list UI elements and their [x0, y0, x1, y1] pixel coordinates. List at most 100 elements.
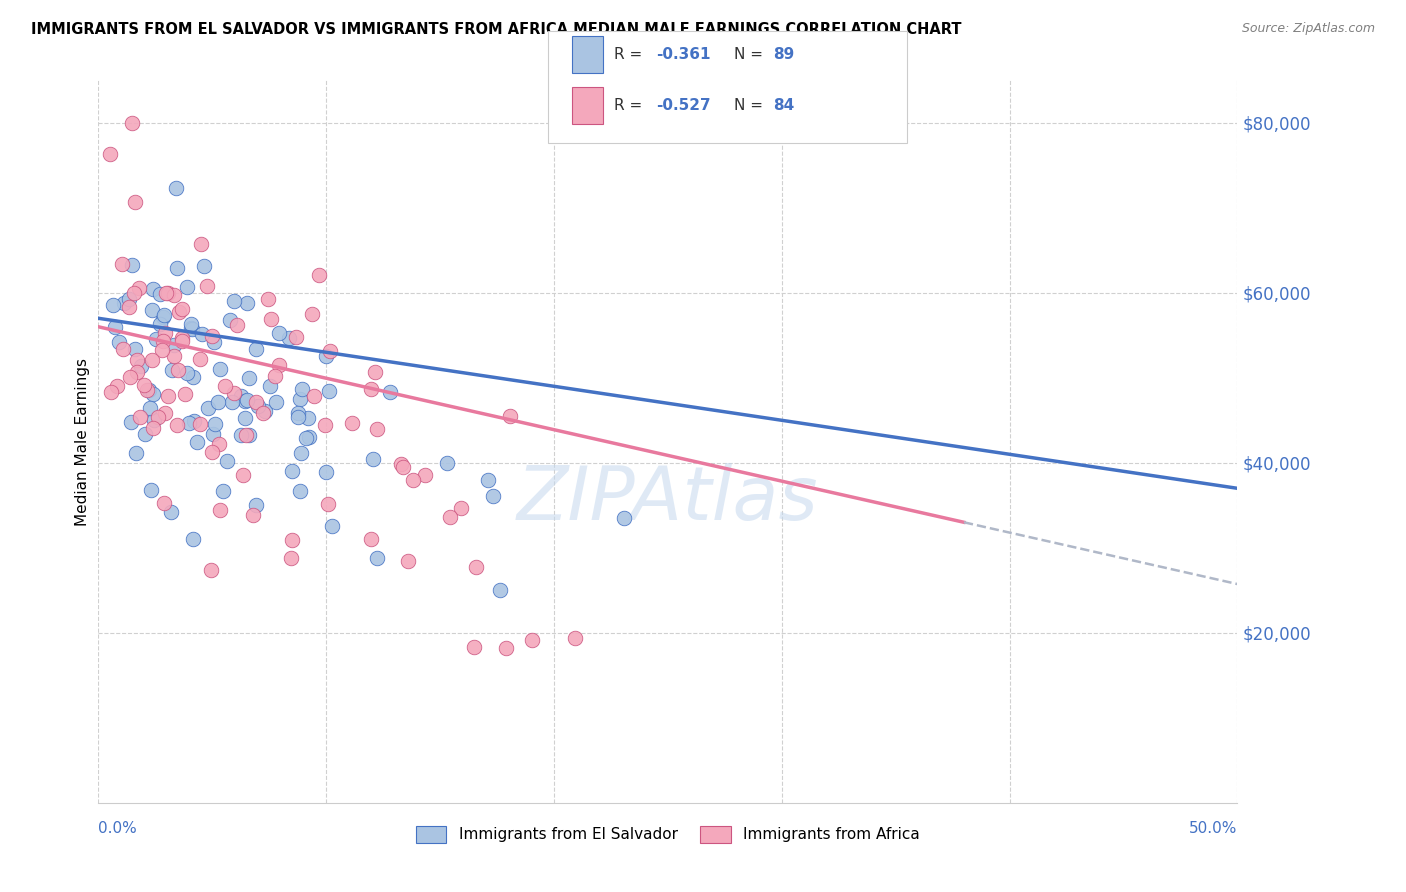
Point	[156, 389, 179, 403]
Point	[378, 385, 401, 400]
Point	[269, 358, 291, 372]
Point	[200, 328, 222, 343]
Point	[233, 411, 256, 425]
Point	[520, 632, 543, 647]
Point	[263, 368, 285, 383]
Point	[163, 349, 186, 363]
Point	[141, 387, 163, 401]
Point	[219, 312, 242, 326]
Y-axis label: Median Male Earnings: Median Male Earnings	[75, 358, 90, 525]
Point	[193, 260, 215, 274]
Point	[128, 410, 150, 425]
Point	[226, 318, 249, 332]
Point	[170, 301, 193, 316]
Point	[256, 292, 278, 306]
Point	[138, 383, 160, 397]
Point	[166, 417, 188, 432]
Point	[202, 334, 225, 349]
Point	[201, 427, 224, 442]
Point	[118, 300, 141, 314]
Point	[245, 394, 267, 409]
Point	[107, 378, 129, 392]
Point	[482, 489, 505, 503]
Point	[141, 303, 163, 318]
Point	[121, 258, 143, 272]
Point	[160, 505, 183, 519]
Point	[298, 430, 321, 444]
Point	[360, 532, 382, 546]
Point	[450, 500, 472, 515]
Point	[301, 306, 323, 320]
Point	[477, 473, 499, 487]
Point	[389, 458, 412, 472]
Point	[111, 342, 134, 356]
Point	[180, 320, 202, 334]
Point	[366, 550, 388, 565]
Point	[318, 384, 340, 398]
Point	[167, 363, 190, 377]
Point	[153, 326, 176, 340]
Point	[366, 422, 388, 436]
Point	[314, 418, 336, 433]
Point	[135, 383, 157, 397]
Point	[222, 385, 245, 400]
Point	[172, 330, 194, 344]
Point	[267, 326, 290, 340]
Point	[495, 641, 517, 656]
Point	[129, 359, 152, 373]
Point	[214, 379, 236, 393]
Point	[221, 395, 243, 409]
Point	[439, 509, 461, 524]
Point	[124, 343, 146, 357]
Point	[235, 393, 257, 408]
Point	[564, 631, 586, 645]
Point	[120, 370, 142, 384]
Point	[287, 410, 309, 425]
Point	[177, 417, 200, 431]
Point	[157, 285, 180, 300]
Text: ZIPAtlas: ZIPAtlas	[517, 463, 818, 535]
Point	[236, 392, 259, 407]
Point	[152, 343, 174, 358]
Point	[315, 465, 337, 479]
Point	[245, 342, 267, 356]
Point	[209, 503, 232, 517]
Point	[246, 399, 269, 413]
Point	[294, 431, 316, 445]
Point	[191, 326, 214, 341]
Point	[285, 330, 308, 344]
Point	[128, 281, 150, 295]
Point	[245, 498, 267, 512]
Point	[180, 317, 202, 331]
Point	[166, 260, 188, 275]
Point	[613, 511, 636, 525]
Point	[186, 435, 208, 450]
Point	[146, 410, 169, 425]
Point	[163, 288, 186, 302]
Point	[104, 320, 127, 334]
Point	[183, 413, 205, 427]
Point	[264, 395, 287, 409]
Point	[132, 377, 155, 392]
Point	[107, 334, 129, 349]
Point	[142, 282, 165, 296]
Point	[163, 338, 186, 352]
Point	[127, 365, 149, 379]
Point	[208, 437, 231, 451]
Point	[118, 292, 141, 306]
Point	[236, 296, 259, 310]
Point	[176, 280, 198, 294]
Point	[134, 427, 156, 442]
Text: N =: N =	[734, 46, 768, 62]
Point	[152, 334, 174, 348]
Point	[489, 583, 512, 598]
Point	[259, 379, 281, 393]
Text: 89: 89	[773, 46, 794, 62]
Point	[155, 286, 177, 301]
Point	[142, 412, 165, 426]
Point	[318, 344, 340, 359]
Point	[321, 518, 343, 533]
Point	[402, 474, 425, 488]
Point	[139, 401, 162, 415]
Point	[165, 181, 187, 195]
